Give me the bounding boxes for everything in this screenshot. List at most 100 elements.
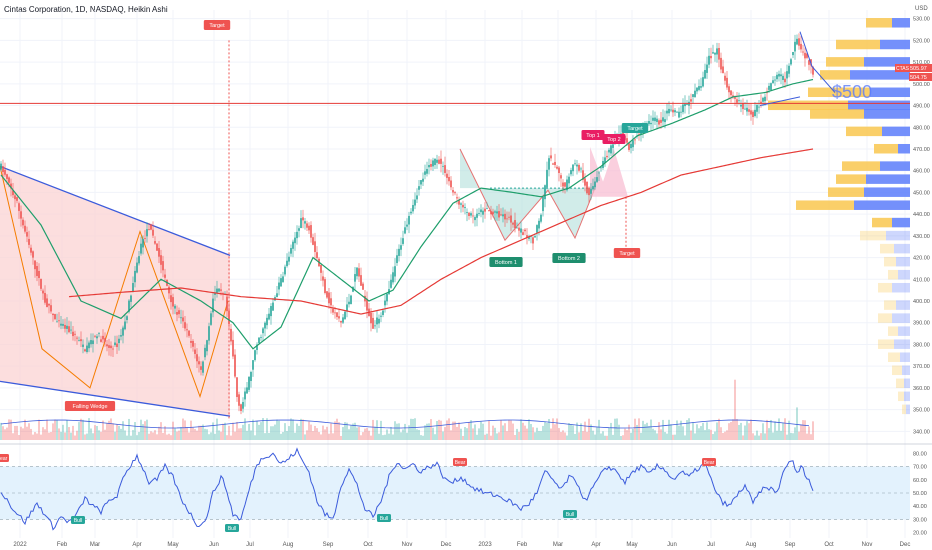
candle-body — [422, 178, 424, 182]
volume-bar — [268, 432, 270, 440]
volume-bar — [566, 435, 568, 440]
candle-body — [706, 64, 708, 73]
candle-body — [484, 208, 486, 212]
candle-body — [490, 211, 492, 215]
projection-arrow — [799, 31, 836, 93]
volume-profile-up-bar — [842, 161, 880, 171]
top2-label: Top 2 — [602, 134, 626, 144]
volume-profile-up-bar — [878, 282, 892, 293]
volume-bar — [134, 422, 136, 440]
volume-profile-down-bar — [898, 143, 910, 154]
candle-body — [272, 302, 274, 311]
volume-bar — [62, 424, 64, 440]
volume-bar — [674, 434, 676, 440]
candle-body — [380, 315, 382, 317]
candle-body — [110, 345, 112, 349]
volume-bar — [626, 430, 628, 440]
volume-bar — [194, 429, 196, 440]
y-tick-label: 440.00 — [913, 212, 930, 218]
volume-bar — [776, 430, 778, 440]
volume-bar — [774, 421, 776, 440]
candle-body — [322, 276, 324, 281]
candle-body — [10, 183, 12, 189]
top1-label-text: Top 1 — [586, 133, 599, 139]
volume-bar — [126, 435, 128, 440]
candle-body — [70, 329, 72, 331]
volume-bar — [676, 420, 678, 440]
candle-body — [146, 229, 148, 237]
candle-body — [670, 109, 672, 111]
volume-bar — [56, 420, 58, 440]
volume-profile-down-bar — [904, 378, 910, 389]
volume-bar — [798, 431, 800, 440]
candle-body — [530, 236, 532, 238]
volume-bar — [296, 423, 298, 440]
volume-bar — [704, 430, 706, 440]
candle-body — [198, 361, 200, 365]
candle-body — [90, 340, 92, 345]
volume-bar — [580, 423, 582, 440]
volume-bar — [412, 418, 414, 440]
candle-body — [430, 163, 432, 167]
candle-body — [156, 243, 158, 251]
volume-bar — [578, 432, 580, 440]
candle-body — [568, 176, 570, 184]
y-tick-label: 530.00 — [913, 17, 930, 23]
candle-body — [374, 325, 376, 327]
candle-body — [564, 182, 566, 187]
candle-body — [112, 348, 114, 350]
candle-body — [450, 180, 452, 188]
target-label: Target — [203, 20, 231, 30]
candle-body — [566, 179, 568, 191]
volume-profile-down-bar — [880, 161, 910, 171]
candle-body — [528, 236, 530, 239]
candle-body — [744, 108, 746, 110]
candle-body — [300, 218, 302, 229]
volume-bar — [192, 427, 194, 440]
volume-profile-up-bar — [872, 217, 892, 228]
candle-body — [446, 173, 448, 178]
volume-bar — [322, 425, 324, 440]
volume-bar — [512, 423, 514, 440]
volume-bar — [350, 425, 352, 440]
candle-body — [250, 371, 252, 382]
candle-body — [432, 160, 434, 167]
volume-bar — [156, 434, 158, 440]
candle-body — [50, 305, 52, 312]
volume-bar — [76, 430, 78, 440]
volume-bar — [738, 424, 740, 440]
volume-bar — [418, 429, 420, 440]
rsi-tick-label: 60.00 — [913, 478, 927, 484]
volume-bar — [694, 433, 696, 440]
volume-profile-up-bar — [846, 126, 882, 137]
candle-body — [358, 268, 360, 277]
volume-bar — [606, 435, 608, 440]
candle-body — [626, 138, 628, 143]
candle-body — [180, 317, 182, 319]
volume-bar — [810, 434, 812, 440]
bull-signal-3: Bull — [380, 516, 388, 522]
volume-bar — [214, 433, 216, 440]
volume-bar — [490, 435, 492, 440]
candle-body — [476, 213, 478, 218]
candle-body — [470, 213, 472, 216]
axes: 340.00 350.00 360.00 370.00 380.00 390.00 400.… — [13, 6, 932, 548]
volume-bar — [30, 428, 32, 440]
volume-bar — [158, 426, 160, 440]
volume-bar — [644, 424, 646, 440]
volume-profile-down-bar — [900, 352, 910, 362]
target-mid-label-text: Target — [627, 126, 643, 132]
volume-bar — [138, 431, 140, 440]
candle-body — [438, 159, 440, 164]
target-mid-label-bg — [621, 123, 649, 133]
volume-bar — [736, 419, 738, 440]
volume-bar — [212, 422, 214, 440]
candle-body — [798, 38, 800, 46]
bear-signal-2-bg — [453, 458, 467, 466]
volume-bar — [68, 427, 70, 440]
candle-body — [776, 74, 778, 80]
candle-body — [310, 225, 312, 238]
candle-body — [612, 144, 614, 148]
candle-body — [610, 145, 612, 154]
